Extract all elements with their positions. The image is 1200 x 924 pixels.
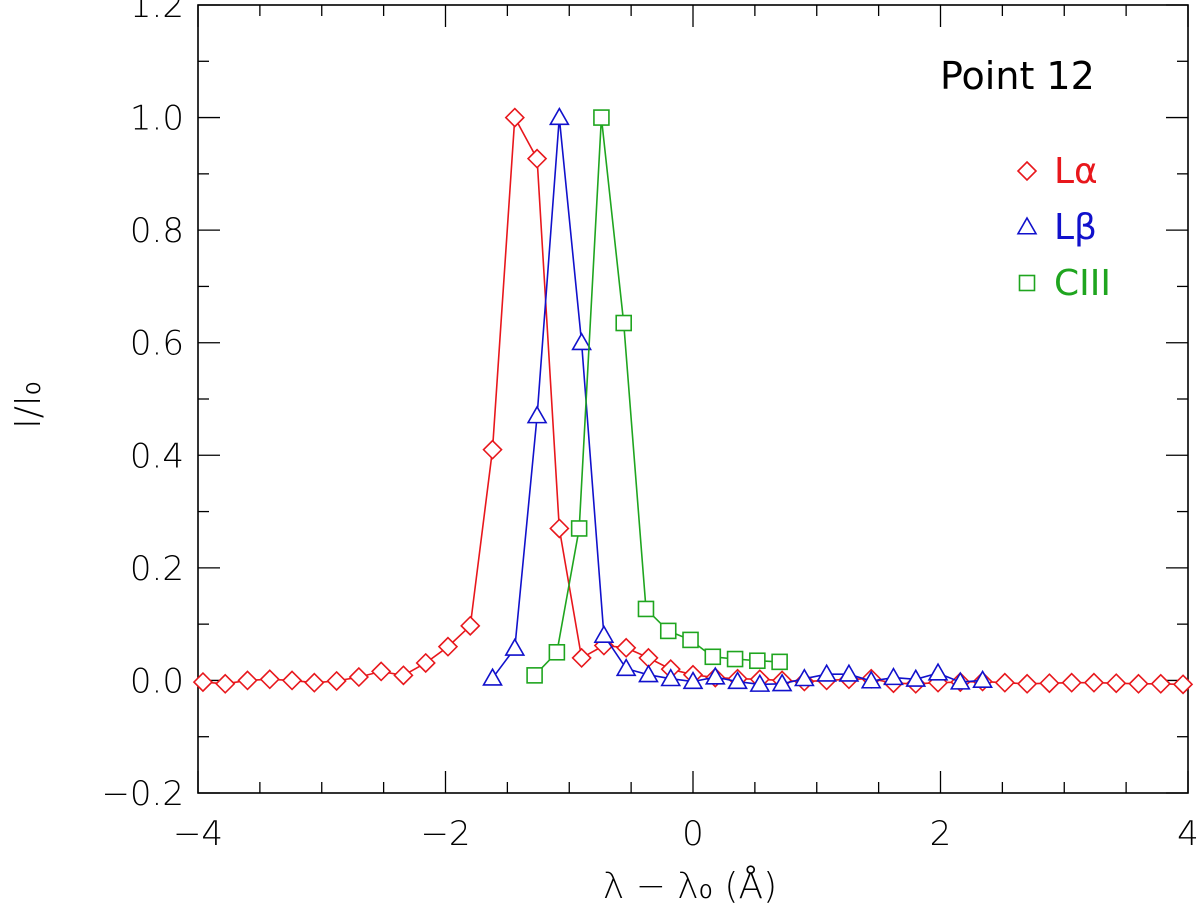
legend-label: Lα	[1054, 151, 1098, 192]
data-point	[793, 668, 815, 687]
data-point	[1083, 672, 1105, 693]
series-line	[202, 114, 1184, 686]
data-point	[548, 106, 570, 126]
data-point	[637, 600, 655, 618]
data-point	[593, 624, 615, 643]
data-point	[237, 670, 258, 691]
data-point	[371, 661, 392, 682]
data-point	[1150, 673, 1171, 694]
data-point	[549, 518, 570, 539]
y-axis-label: I/I₀	[8, 381, 49, 429]
y-tick-label: 1.0	[130, 99, 184, 139]
data-point	[281, 670, 303, 691]
series-square	[526, 109, 788, 684]
data-point	[259, 669, 280, 690]
data-point	[682, 631, 699, 649]
data-point	[504, 107, 525, 128]
data-point	[571, 332, 593, 351]
x-tick-label: −2	[420, 814, 470, 854]
x-tick-label: 2	[930, 814, 952, 854]
data-point	[571, 647, 592, 669]
series-layer	[192, 106, 1194, 695]
series-line	[534, 117, 780, 676]
data-point	[526, 405, 548, 424]
data-point	[660, 668, 682, 687]
data-point	[615, 657, 637, 677]
x-axis-label: λ − λ₀ (Å)	[603, 865, 777, 907]
data-point	[883, 667, 904, 686]
legend-marker	[1016, 160, 1038, 182]
data-point	[326, 670, 347, 692]
data-point	[838, 663, 860, 682]
data-point	[727, 670, 748, 690]
data-point	[771, 653, 788, 671]
data-point	[1128, 673, 1149, 694]
data-point	[972, 669, 993, 688]
y-tick-label: 0.2	[130, 549, 184, 589]
data-point	[593, 109, 610, 126]
data-point	[949, 671, 971, 690]
legend-marker	[1018, 274, 1036, 292]
series-triangle	[482, 106, 993, 692]
legend-item: Lβ	[1016, 207, 1097, 248]
data-point	[816, 663, 838, 682]
data-point	[482, 667, 503, 686]
y-tick-label: 0.4	[130, 436, 184, 476]
data-point	[704, 648, 722, 666]
data-point	[704, 666, 726, 685]
x-tick-label: 4	[1177, 814, 1199, 854]
legend-label: CIII	[1054, 263, 1111, 304]
data-point	[771, 673, 793, 692]
series-diamond	[192, 107, 1194, 695]
data-point	[1061, 672, 1082, 693]
data-point	[1039, 673, 1060, 694]
legend-label: Lβ	[1054, 207, 1097, 248]
data-point	[304, 672, 325, 693]
data-point	[749, 673, 771, 692]
data-point	[682, 670, 704, 690]
data-point	[1172, 674, 1194, 695]
y-tick-label: 0.6	[130, 324, 184, 364]
x-tick-label: −4	[173, 814, 223, 854]
y-tick-label: −0.2	[101, 774, 184, 814]
data-point	[482, 439, 503, 460]
data-point	[616, 637, 637, 658]
data-point	[526, 667, 543, 684]
data-point	[548, 643, 566, 661]
data-point	[615, 314, 633, 332]
data-point	[570, 520, 588, 537]
data-point	[526, 148, 548, 169]
axis-ticks: −4 −2 0 2 4 −0.2 0.0 0.2 0.4 0.6 0.8 1.0 1.2	[101, 0, 1198, 854]
y-tick-label: 1.2	[130, 0, 184, 26]
y-tick-label: 0.0	[130, 661, 184, 701]
data-point	[460, 615, 481, 636]
legend-item: Lα	[1016, 151, 1098, 192]
data-point	[393, 665, 414, 686]
data-point	[1106, 673, 1127, 694]
y-tick-label: 0.8	[130, 211, 184, 251]
legend-marker	[1016, 216, 1038, 235]
data-point	[348, 666, 370, 688]
data-point	[415, 652, 436, 674]
data-point	[860, 670, 882, 689]
legend: Lα Lβ CIII	[1016, 151, 1111, 304]
data-point	[726, 650, 744, 668]
data-point	[638, 664, 659, 683]
data-point	[927, 662, 949, 681]
plot-annotation: Point 12	[940, 54, 1095, 98]
data-point	[1016, 673, 1038, 694]
data-point	[192, 671, 214, 693]
legend-item: CIII	[1018, 263, 1111, 304]
data-point	[437, 636, 459, 657]
data-point	[215, 673, 236, 694]
data-point	[994, 672, 1015, 693]
data-point	[905, 668, 927, 687]
x-tick-label: 0	[682, 814, 704, 854]
data-point	[659, 622, 677, 640]
data-point	[504, 637, 526, 656]
data-point	[749, 652, 766, 670]
